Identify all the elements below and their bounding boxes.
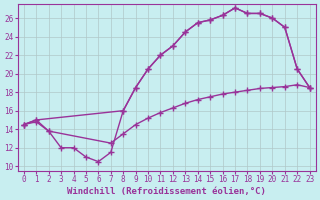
- X-axis label: Windchill (Refroidissement éolien,°C): Windchill (Refroidissement éolien,°C): [67, 187, 266, 196]
